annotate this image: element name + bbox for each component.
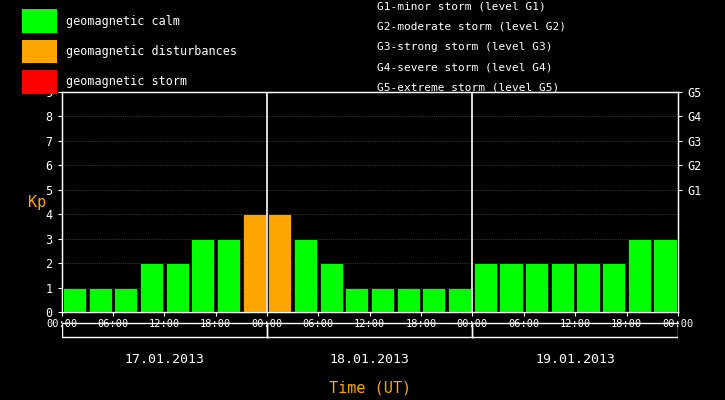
Bar [140,263,163,312]
Text: G3-strong storm (level G3): G3-strong storm (level G3) [377,42,552,52]
Text: 18.01.2013: 18.01.2013 [330,353,410,366]
Bar [165,263,188,312]
Text: geomagnetic disturbances: geomagnetic disturbances [65,45,236,58]
Bar [423,288,445,312]
Text: geomagnetic storm: geomagnetic storm [65,75,186,88]
Text: geomagnetic calm: geomagnetic calm [65,15,180,28]
Bar [576,263,600,312]
Text: G4-severe storm (level G4): G4-severe storm (level G4) [377,62,552,72]
Bar [653,239,676,312]
Text: G1-minor storm (level G1): G1-minor storm (level G1) [377,2,546,12]
Bar [22,40,57,64]
Bar [371,288,394,312]
Bar [628,239,651,312]
Bar [500,263,523,312]
Text: G5-extreme storm (level G5): G5-extreme storm (level G5) [377,82,559,92]
Text: G2-moderate storm (level G2): G2-moderate storm (level G2) [377,22,566,32]
Bar [473,263,497,312]
Text: 19.01.2013: 19.01.2013 [535,353,616,366]
Bar [22,70,57,94]
Bar [448,288,471,312]
Bar [63,288,86,312]
Bar [22,9,57,33]
Bar [268,214,291,312]
Bar [294,239,317,312]
Bar [345,288,368,312]
Bar [525,263,548,312]
Bar [320,263,343,312]
Text: Time (UT): Time (UT) [328,381,411,396]
Bar [191,239,215,312]
Y-axis label: Kp: Kp [28,194,46,210]
Bar [397,288,420,312]
Text: 17.01.2013: 17.01.2013 [124,353,204,366]
Bar [88,288,112,312]
Bar [217,239,240,312]
Bar [115,288,137,312]
Bar [243,214,266,312]
Bar [602,263,625,312]
Bar [551,263,574,312]
